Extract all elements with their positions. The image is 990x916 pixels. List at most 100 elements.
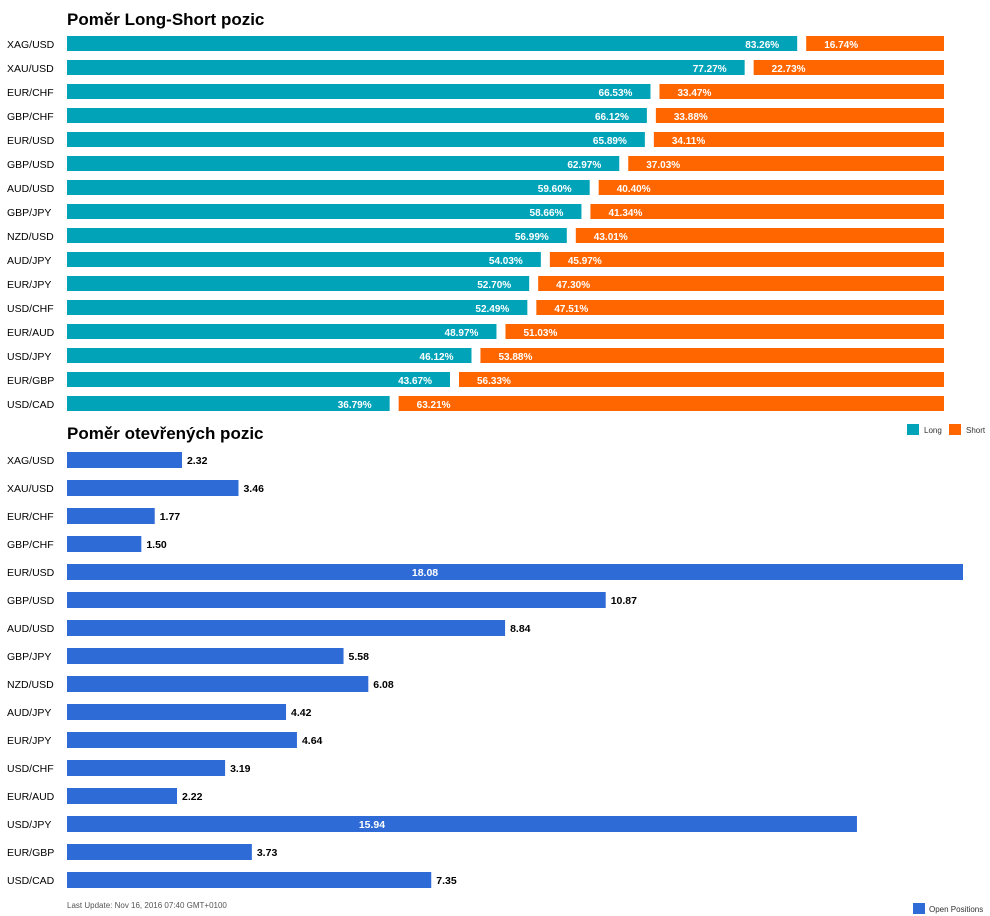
category-label: GBP/JPY <box>7 207 51 219</box>
open-positions-value-label: 15.94 <box>359 819 385 831</box>
category-label: EUR/GBP <box>7 375 54 387</box>
short-value-label: 41.34% <box>608 208 642 219</box>
category-label: USD/CAD <box>7 875 55 887</box>
open-positions-value-label: 4.64 <box>302 735 323 747</box>
short-value-label: 33.47% <box>677 88 711 99</box>
open-positions-bar <box>67 704 287 720</box>
open-positions-value-label: 6.08 <box>373 679 394 691</box>
category-label: GBP/USD <box>7 595 55 607</box>
long-bar <box>67 132 645 147</box>
category-label: EUR/AUD <box>7 791 55 803</box>
category-label: EUR/AUD <box>7 327 55 339</box>
category-label: EUR/CHF <box>7 511 54 523</box>
short-bar <box>753 60 944 75</box>
legend-swatch <box>913 903 925 914</box>
open-positions-bar <box>67 480 239 496</box>
open-positions-bar <box>67 564 963 580</box>
long-value-label: 65.89% <box>593 136 627 147</box>
legend-swatch <box>907 424 919 435</box>
category-label: GBP/JPY <box>7 651 51 663</box>
short-bar <box>505 324 944 339</box>
long-bar <box>67 156 620 171</box>
short-value-label: 16.74% <box>824 40 858 51</box>
long-value-label: 48.97% <box>445 328 479 339</box>
last-update-text: Last Update: Nov 16, 2016 07:40 GMT+0100 <box>67 901 227 910</box>
short-value-label: 53.88% <box>498 352 532 363</box>
category-label: EUR/USD <box>7 567 55 579</box>
short-bar <box>659 84 944 99</box>
open-positions-bar <box>67 676 369 692</box>
short-bar <box>598 180 944 195</box>
category-label: USD/CHF <box>7 763 54 775</box>
open-positions-value-label: 5.58 <box>349 651 370 663</box>
short-bar <box>653 132 944 147</box>
short-value-label: 63.21% <box>417 400 451 411</box>
open-positions-value-label: 2.32 <box>187 455 208 467</box>
category-label: AUD/USD <box>7 623 55 635</box>
open-positions-value-label: 8.84 <box>510 623 531 635</box>
open-positions-bar <box>67 620 506 636</box>
open-positions-value-label: 3.46 <box>243 483 264 495</box>
open-positions-value-label: 10.87 <box>611 595 637 607</box>
open-positions-bar <box>67 452 182 468</box>
long-value-label: 62.97% <box>567 160 601 171</box>
open-positions-value-label: 4.42 <box>291 707 312 719</box>
long-bar <box>67 36 798 51</box>
open-positions-bar <box>67 592 606 608</box>
short-value-label: 37.03% <box>646 160 680 171</box>
long-value-label: 54.03% <box>489 256 523 267</box>
long-short-legend: Long Short <box>907 424 986 435</box>
short-bar <box>398 396 944 411</box>
long-value-label: 58.66% <box>530 208 564 219</box>
long-bar <box>67 300 528 315</box>
short-bar <box>538 276 944 291</box>
open-positions-bar <box>67 872 432 888</box>
long-bar <box>67 84 651 99</box>
legend-label: Long <box>924 426 942 435</box>
open-positions-value-label: 3.19 <box>230 763 251 775</box>
long-value-label: 66.12% <box>595 112 629 123</box>
category-label: EUR/CHF <box>7 87 54 99</box>
category-label: EUR/JPY <box>7 735 51 747</box>
short-value-label: 45.97% <box>568 256 602 267</box>
open-positions-bar <box>67 760 226 776</box>
long-value-label: 83.26% <box>745 40 779 51</box>
category-label: NZD/USD <box>7 679 54 691</box>
category-label: XAG/USD <box>7 39 55 51</box>
category-label: AUD/USD <box>7 183 55 195</box>
short-value-label: 51.03% <box>523 328 557 339</box>
long-bar <box>67 252 541 267</box>
long-bar <box>67 324 497 339</box>
open-positions-chart: XAG/USD 2.32 XAU/USD 3.46 EUR/CHF 1.77 GBP/CHF… <box>7 452 963 888</box>
short-value-label: 33.88% <box>674 112 708 123</box>
short-value-label: 34.11% <box>672 136 705 147</box>
open-positions-legend: Open Positions <box>913 903 983 914</box>
legend-label: Open Positions <box>929 905 983 914</box>
category-label: USD/JPY <box>7 351 51 363</box>
open-positions-bar <box>67 508 155 524</box>
long-bar <box>67 276 530 291</box>
long-value-label: 77.27% <box>693 64 727 75</box>
category-label: NZD/USD <box>7 231 54 243</box>
short-value-label: 56.33% <box>477 376 511 387</box>
short-bar <box>536 300 944 315</box>
open-positions-value-label: 1.50 <box>146 539 167 551</box>
category-label: XAU/USD <box>7 63 54 75</box>
category-label: AUD/JPY <box>7 707 51 719</box>
long-value-label: 52.70% <box>477 280 511 291</box>
short-value-label: 47.30% <box>556 280 590 291</box>
category-label: EUR/USD <box>7 135 55 147</box>
long-value-label: 46.12% <box>420 352 454 363</box>
open-positions-bar <box>67 648 344 664</box>
short-bar <box>628 156 944 171</box>
short-bar <box>806 36 944 51</box>
long-short-chart: XAG/USD 83.26% 16.74% XAU/USD 77.27% 22.73% EU… <box>7 36 944 411</box>
short-bar <box>458 372 944 387</box>
legend-label: Short <box>966 426 986 435</box>
open-positions-chart-title: Poměr otevřených pozic <box>67 424 264 443</box>
long-bar <box>67 372 450 387</box>
legend-swatch <box>949 424 961 435</box>
open-positions-value-label: 18.08 <box>412 567 438 579</box>
short-value-label: 40.40% <box>617 184 651 195</box>
